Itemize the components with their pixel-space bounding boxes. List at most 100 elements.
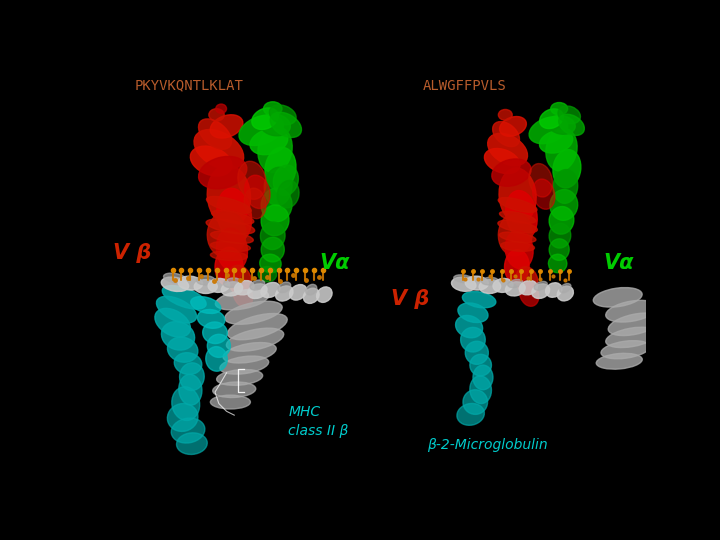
Text: ALWGFFPVLS: ALWGFFPVLS <box>423 79 507 93</box>
Ellipse shape <box>593 288 642 307</box>
Ellipse shape <box>224 278 240 287</box>
Text: PKYVKQNTLKLAT: PKYVKQNTLKLAT <box>134 79 243 93</box>
Ellipse shape <box>550 190 577 220</box>
Ellipse shape <box>485 148 520 173</box>
Ellipse shape <box>492 122 520 147</box>
Ellipse shape <box>206 347 228 371</box>
Ellipse shape <box>540 109 563 129</box>
Ellipse shape <box>176 433 207 455</box>
Ellipse shape <box>553 150 581 188</box>
Ellipse shape <box>258 126 292 172</box>
Ellipse shape <box>226 328 284 351</box>
Ellipse shape <box>500 117 526 136</box>
Ellipse shape <box>532 284 549 299</box>
Ellipse shape <box>546 283 562 298</box>
Ellipse shape <box>306 285 317 295</box>
Ellipse shape <box>317 287 332 302</box>
Ellipse shape <box>465 276 488 290</box>
Ellipse shape <box>269 105 296 125</box>
Ellipse shape <box>276 286 293 301</box>
Ellipse shape <box>529 117 567 144</box>
Ellipse shape <box>199 119 232 150</box>
Ellipse shape <box>210 231 253 244</box>
Ellipse shape <box>207 334 230 357</box>
Ellipse shape <box>174 353 202 374</box>
Ellipse shape <box>462 292 496 308</box>
Ellipse shape <box>493 279 513 292</box>
Ellipse shape <box>223 342 276 363</box>
Ellipse shape <box>161 322 194 350</box>
Ellipse shape <box>482 278 498 285</box>
Text: Vα: Vα <box>319 253 349 273</box>
Ellipse shape <box>235 281 254 295</box>
Ellipse shape <box>244 188 266 219</box>
Ellipse shape <box>179 374 202 405</box>
Ellipse shape <box>207 211 246 257</box>
Ellipse shape <box>207 197 251 213</box>
Ellipse shape <box>212 211 254 224</box>
Ellipse shape <box>549 239 570 260</box>
Ellipse shape <box>248 284 267 299</box>
Ellipse shape <box>505 231 533 269</box>
Ellipse shape <box>451 277 476 291</box>
Ellipse shape <box>274 165 298 195</box>
Ellipse shape <box>220 356 269 374</box>
Ellipse shape <box>479 280 500 294</box>
Ellipse shape <box>194 130 243 170</box>
Ellipse shape <box>270 112 302 138</box>
Ellipse shape <box>498 110 512 120</box>
Ellipse shape <box>559 284 571 293</box>
Ellipse shape <box>549 224 571 248</box>
Ellipse shape <box>261 205 289 235</box>
Ellipse shape <box>499 168 536 224</box>
Text: Vα: Vα <box>603 253 634 273</box>
Ellipse shape <box>500 242 534 251</box>
Ellipse shape <box>551 103 567 115</box>
Ellipse shape <box>461 327 485 352</box>
Ellipse shape <box>473 365 493 390</box>
Ellipse shape <box>260 254 282 273</box>
Ellipse shape <box>163 273 186 283</box>
Ellipse shape <box>606 327 657 348</box>
Ellipse shape <box>492 159 531 186</box>
Ellipse shape <box>194 280 217 294</box>
Ellipse shape <box>458 303 488 322</box>
Ellipse shape <box>520 282 539 306</box>
Ellipse shape <box>162 286 206 309</box>
Ellipse shape <box>250 280 265 290</box>
Ellipse shape <box>161 277 189 292</box>
Ellipse shape <box>264 102 282 116</box>
Ellipse shape <box>217 369 263 386</box>
Ellipse shape <box>210 395 251 409</box>
Ellipse shape <box>221 282 243 296</box>
Ellipse shape <box>508 279 523 288</box>
Ellipse shape <box>199 157 247 189</box>
Ellipse shape <box>265 147 296 190</box>
Ellipse shape <box>207 165 251 226</box>
Ellipse shape <box>258 267 276 282</box>
Ellipse shape <box>206 219 255 234</box>
Ellipse shape <box>499 232 536 242</box>
Ellipse shape <box>529 164 552 197</box>
Ellipse shape <box>217 228 248 271</box>
Ellipse shape <box>215 247 243 286</box>
Ellipse shape <box>553 170 577 204</box>
Ellipse shape <box>239 115 284 145</box>
Ellipse shape <box>457 403 485 426</box>
Ellipse shape <box>197 276 215 285</box>
Ellipse shape <box>261 282 280 298</box>
Ellipse shape <box>233 281 253 308</box>
Ellipse shape <box>264 167 292 206</box>
Ellipse shape <box>470 376 492 403</box>
Ellipse shape <box>277 180 299 208</box>
Ellipse shape <box>260 114 290 136</box>
Ellipse shape <box>261 222 285 249</box>
Ellipse shape <box>225 301 282 324</box>
Ellipse shape <box>546 128 577 171</box>
Ellipse shape <box>210 114 243 138</box>
Ellipse shape <box>539 131 572 153</box>
Ellipse shape <box>155 308 190 337</box>
Text: MHC
class II β: MHC class II β <box>288 405 348 437</box>
Ellipse shape <box>252 108 279 130</box>
Ellipse shape <box>228 314 287 340</box>
